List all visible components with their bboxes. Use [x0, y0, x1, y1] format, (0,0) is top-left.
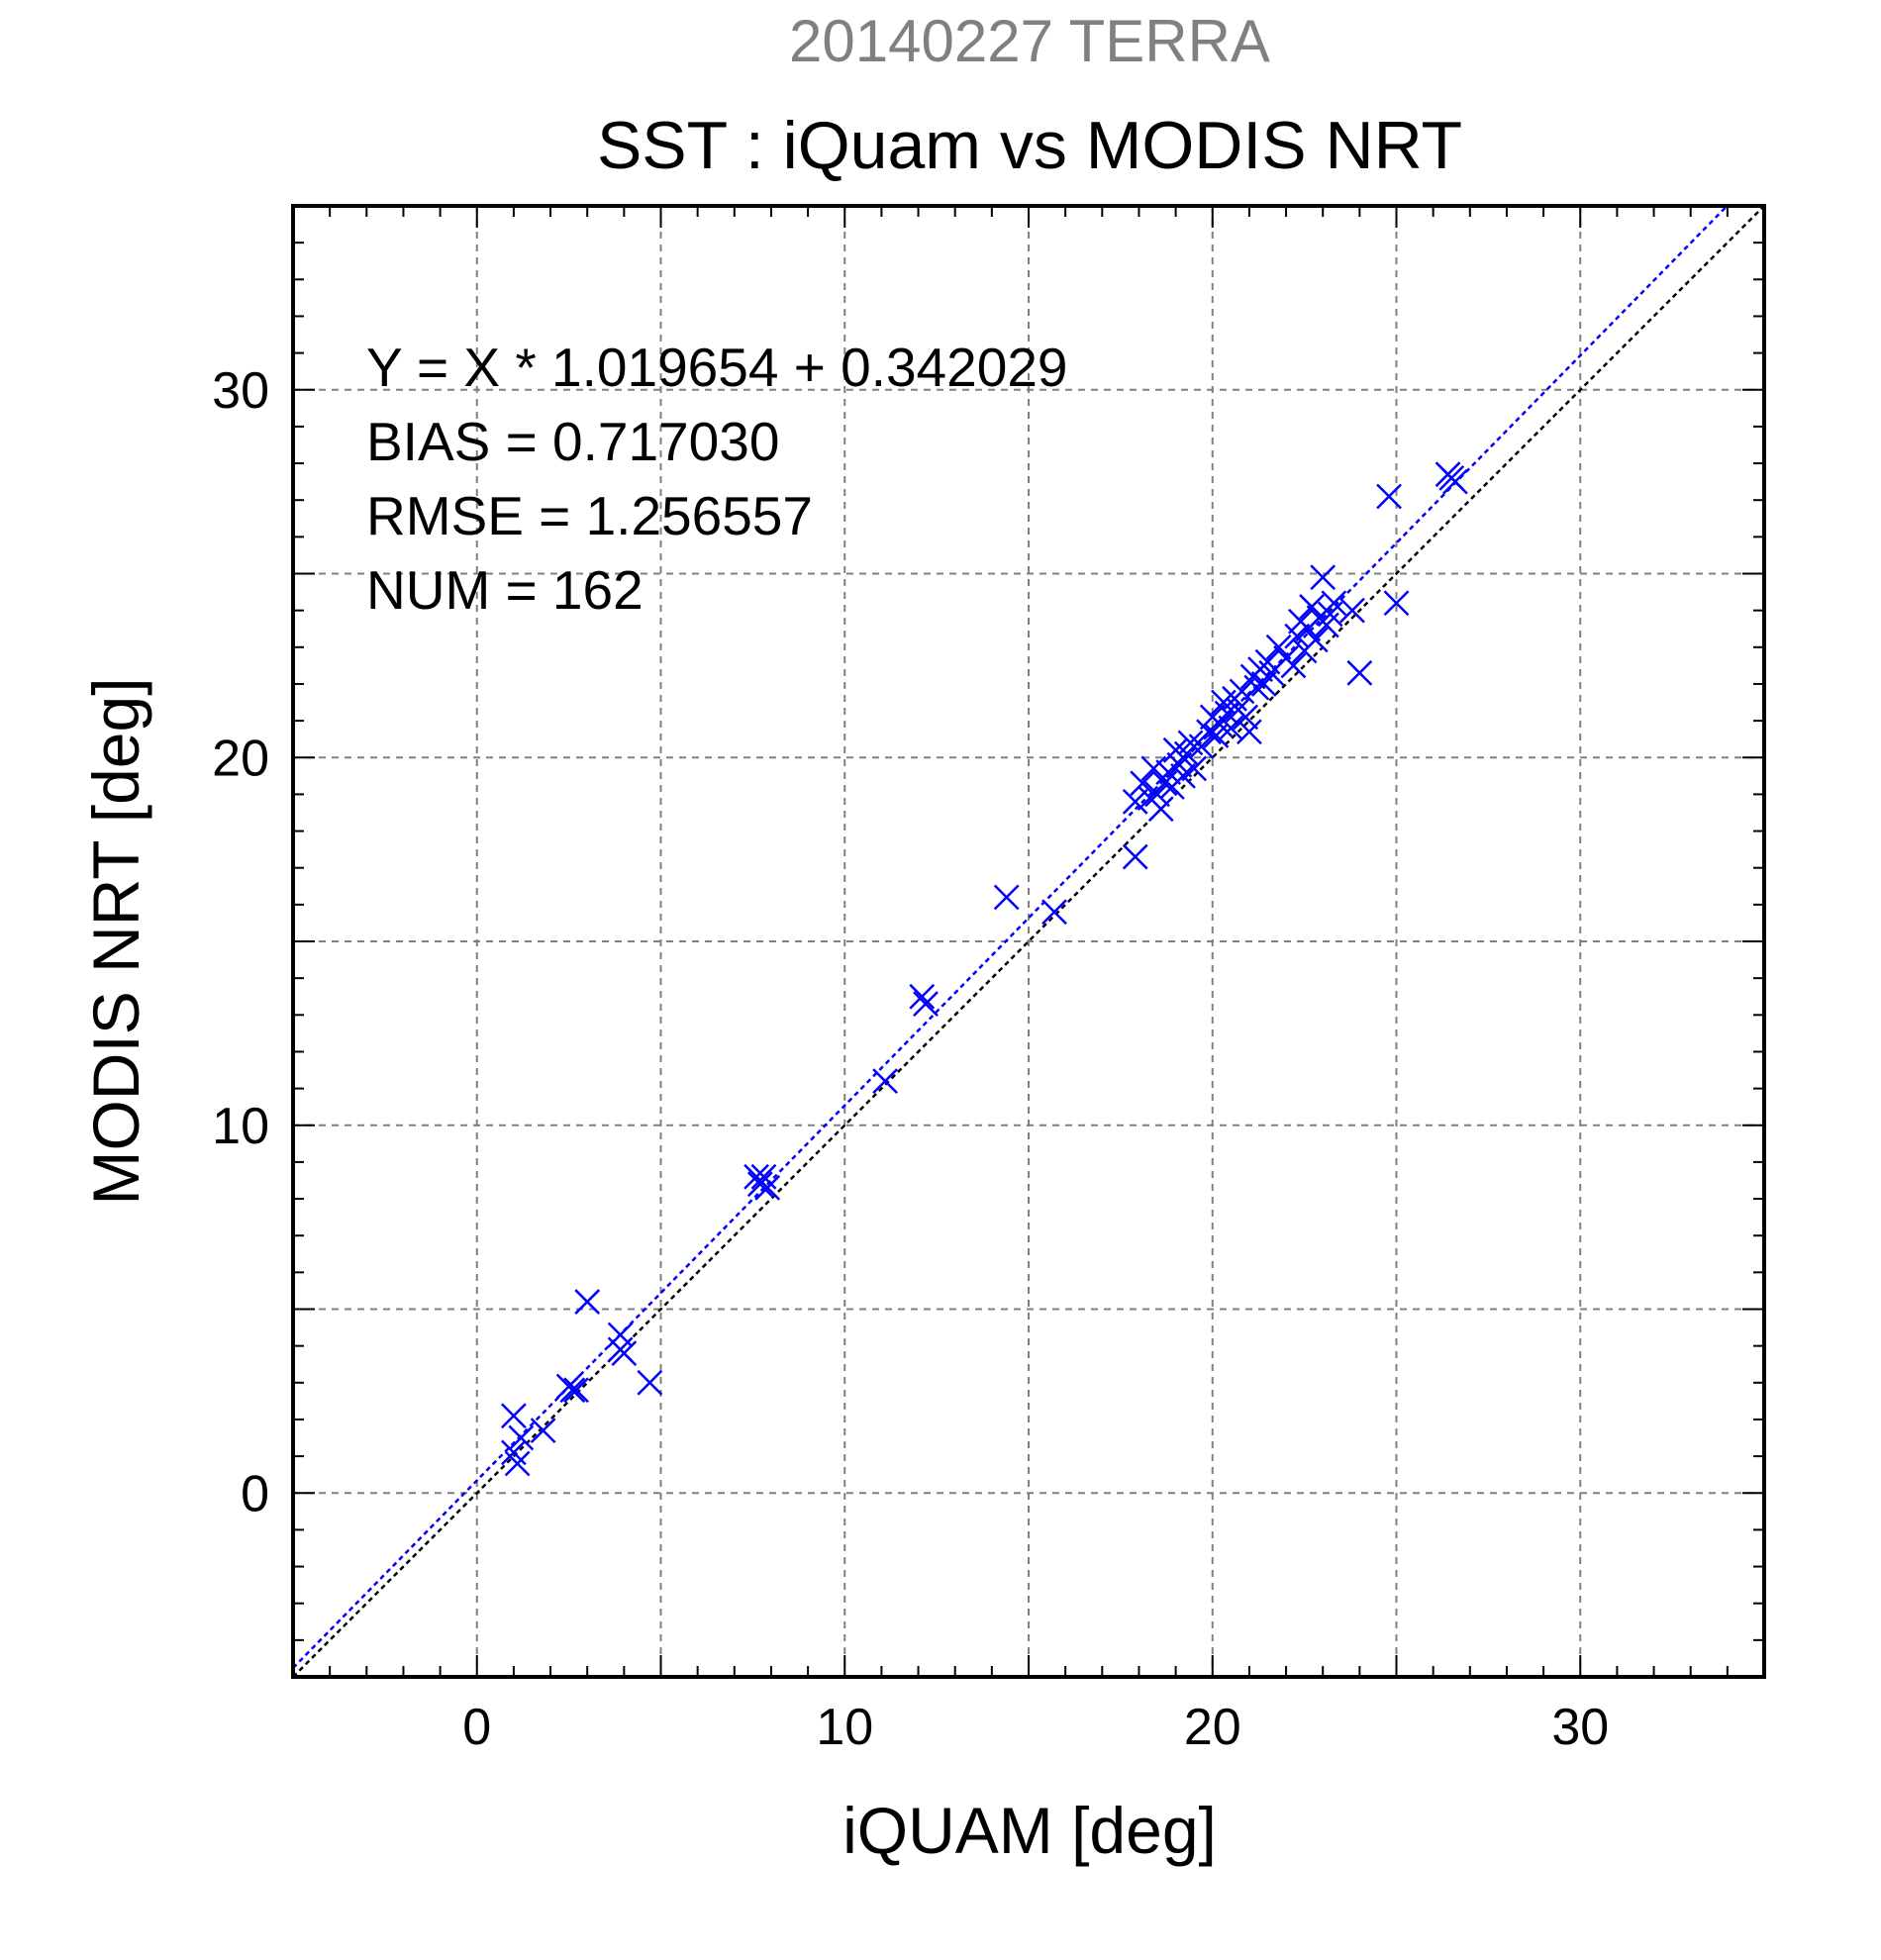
data-point — [611, 1340, 638, 1366]
data-point — [501, 1403, 527, 1429]
x-axis-title: iQUAM [deg] — [842, 1794, 1217, 1867]
data-point — [508, 1424, 535, 1451]
num-value: NUM = 162 — [366, 559, 644, 621]
x-tick-label: 0 — [462, 1699, 491, 1756]
data-point — [1229, 678, 1255, 705]
y-axis-title: MODIS NRT [deg] — [79, 677, 152, 1205]
regression-equation: Y = X * 1.019654 + 0.342029 — [366, 337, 1068, 398]
y-tick-labels: 0 10 20 30 — [212, 362, 269, 1523]
data-point — [1122, 843, 1148, 870]
data-point — [1383, 590, 1410, 617]
data-points — [501, 461, 1468, 1477]
reference-lines — [292, 205, 1765, 1678]
data-point — [1321, 590, 1347, 617]
data-point — [1376, 483, 1402, 510]
x-tick-label: 20 — [1184, 1699, 1241, 1756]
data-point — [1130, 770, 1156, 797]
bias-value: BIAS = 0.717030 — [366, 411, 779, 472]
data-point — [1265, 634, 1292, 660]
data-point — [530, 1418, 556, 1443]
data-point — [993, 884, 1020, 911]
y-tick-label: 10 — [212, 1098, 269, 1155]
rmse-value: RMSE = 1.256557 — [366, 485, 813, 546]
data-point — [504, 1450, 531, 1477]
data-point — [1233, 704, 1259, 731]
data-point — [1346, 659, 1373, 686]
chart-title: SST : iQuam vs MODIS NRT — [597, 108, 1462, 183]
data-point — [872, 1068, 898, 1095]
data-point — [1339, 597, 1365, 624]
data-point — [1310, 564, 1336, 591]
data-point — [746, 1171, 773, 1198]
x-tick-label: 30 — [1551, 1699, 1609, 1756]
x-tick-label: 10 — [816, 1699, 873, 1756]
regression-line — [292, 205, 1729, 1669]
data-point — [1170, 762, 1196, 789]
data-point — [1144, 781, 1170, 808]
data-point — [607, 1322, 634, 1348]
data-point — [909, 983, 936, 1010]
stats-annotation: Y = X * 1.019654 + 0.342029 BIAS = 0.717… — [366, 337, 1068, 621]
data-point — [913, 991, 939, 1018]
data-point — [1280, 652, 1307, 679]
x-tick-labels: 0 10 20 30 — [462, 1699, 1609, 1756]
data-point — [563, 1377, 589, 1404]
data-point — [574, 1289, 601, 1315]
data-point — [559, 1377, 586, 1404]
y-tick-label: 30 — [212, 362, 269, 420]
data-point — [1250, 671, 1277, 697]
data-point — [1442, 468, 1468, 495]
grid-lines — [293, 206, 1764, 1677]
plot-frame — [291, 204, 1766, 1679]
data-point — [1188, 734, 1215, 759]
data-point — [1302, 627, 1329, 653]
data-point — [637, 1369, 663, 1396]
data-point — [1299, 594, 1325, 620]
y-tick-label: 20 — [212, 730, 269, 787]
data-point — [1237, 719, 1262, 745]
y-tick-label: 0 — [241, 1465, 269, 1522]
data-point — [1181, 755, 1208, 782]
chart-supertitle: 20140227 TERRA — [789, 8, 1270, 74]
data-point — [1122, 788, 1148, 815]
data-point — [754, 1175, 781, 1201]
data-point — [1041, 899, 1067, 926]
data-point — [1147, 796, 1174, 823]
